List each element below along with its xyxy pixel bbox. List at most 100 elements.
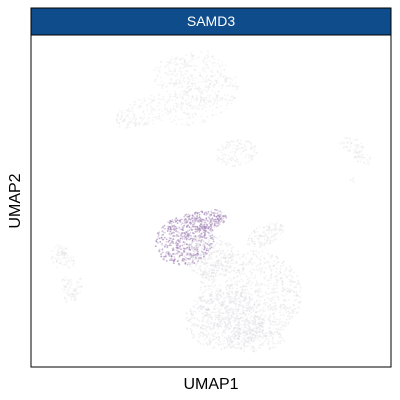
umap-point-cluster-0 <box>127 122 130 124</box>
umap-point-cluster-5 <box>289 280 292 283</box>
umap-point-cluster-2 <box>342 146 345 149</box>
umap-point-cluster-1 <box>250 158 253 161</box>
umap-point-cluster-5 <box>191 314 194 317</box>
umap-point-cluster-5 <box>273 239 276 241</box>
umap-point-cluster-5 <box>274 223 277 226</box>
umap-point-cluster-0 <box>189 117 191 120</box>
umap-point-cluster-0 <box>198 104 201 107</box>
umap-point-cluster-0 <box>205 80 208 83</box>
umap-point-cluster-5 <box>258 322 260 325</box>
umap-point-cluster-0 <box>235 88 238 91</box>
umap-point-cluster-5 <box>224 328 227 330</box>
umap-point-cluster-5 <box>215 308 217 310</box>
umap-point-cluster-5 <box>240 301 242 304</box>
umap-point-cluster-0 <box>203 99 206 102</box>
umap-point-cluster-3 <box>51 256 53 258</box>
umap-point-cluster-5 <box>204 258 207 261</box>
umap-point-cluster-5 <box>204 308 207 311</box>
umap-point-cluster-5 <box>249 261 252 263</box>
umap-point-cluster-5 <box>259 320 261 323</box>
umap-point-cluster-2 <box>369 158 371 161</box>
umap-point-cluster-0 <box>139 122 142 125</box>
umap-point-cluster-5 <box>259 315 262 318</box>
umap-point-cluster-0 <box>200 92 203 95</box>
umap-point-cluster-5 <box>222 318 225 321</box>
umap-point-cluster-5 <box>262 329 264 331</box>
umap-point-cluster-5 <box>292 280 295 283</box>
umap-point-cluster-5 <box>230 291 233 294</box>
umap-point-cluster-5 <box>191 259 194 261</box>
umap-point-cluster-0 <box>127 121 130 124</box>
umap-point-cluster-5 <box>189 321 192 323</box>
umap-point-cluster-4 <box>173 235 175 238</box>
umap-point-cluster-5 <box>277 333 280 336</box>
umap-point-cluster-1 <box>244 139 247 142</box>
umap-point-cluster-5 <box>276 331 279 334</box>
umap-point-cluster-5 <box>231 284 233 286</box>
umap-point-cluster-0 <box>202 59 205 62</box>
umap-point-cluster-0 <box>125 109 128 112</box>
umap-point-cluster-4 <box>194 220 197 223</box>
umap-point-cluster-5 <box>249 284 252 287</box>
umap-point-cluster-0 <box>190 75 193 78</box>
umap-point-cluster-0 <box>187 113 190 115</box>
umap-point-cluster-5 <box>269 319 271 321</box>
umap-point-cluster-5 <box>223 336 226 339</box>
umap-point-cluster-0 <box>219 99 222 102</box>
umap-point-cluster-5 <box>218 318 220 321</box>
umap-point-cluster-4 <box>202 231 205 234</box>
umap-point-cluster-0 <box>142 110 145 113</box>
umap-point-cluster-0 <box>122 119 125 122</box>
umap-point-cluster-4 <box>180 248 182 251</box>
umap-point-cluster-5 <box>272 312 274 315</box>
umap-point-cluster-5 <box>190 330 193 333</box>
umap-point-cluster-5 <box>238 331 241 333</box>
umap-point-cluster-0 <box>214 99 216 102</box>
umap-point-cluster-5 <box>228 296 230 299</box>
umap-point-cluster-5 <box>216 298 219 301</box>
umap-point-cluster-5 <box>280 224 283 227</box>
umap-point-cluster-5 <box>236 347 239 349</box>
umap-point-cluster-5 <box>254 316 257 318</box>
umap-point-cluster-0 <box>187 85 190 88</box>
umap-point-cluster-5 <box>275 227 278 230</box>
umap-point-cluster-5 <box>194 255 196 258</box>
umap-point-cluster-5 <box>202 313 205 315</box>
umap-point-cluster-0 <box>194 88 197 90</box>
umap-point-cluster-5 <box>217 339 220 342</box>
umap-point-cluster-3 <box>69 287 71 290</box>
umap-point-cluster-0 <box>204 103 207 105</box>
umap-point-cluster-5 <box>288 315 291 318</box>
umap-point-cluster-2 <box>349 178 352 181</box>
umap-point-cluster-5 <box>230 270 233 272</box>
umap-point-cluster-5 <box>206 308 209 311</box>
umap-point-cluster-5 <box>238 305 240 308</box>
umap-point-cluster-2 <box>352 178 354 181</box>
umap-point-cluster-5 <box>267 242 270 245</box>
umap-point-cluster-4 <box>189 214 191 216</box>
umap-point-cluster-5 <box>218 298 221 301</box>
umap-point-cluster-5 <box>260 321 263 324</box>
umap-point-cluster-5 <box>250 307 252 310</box>
umap-point-cluster-5 <box>207 275 210 277</box>
umap-point-cluster-2 <box>359 155 362 158</box>
umap-point-cluster-5 <box>254 274 256 277</box>
umap-point-cluster-5 <box>244 335 247 338</box>
umap-point-cluster-4 <box>202 224 205 227</box>
umap-point-cluster-5 <box>296 311 299 313</box>
umap-point-cluster-5 <box>219 294 222 296</box>
umap-point-cluster-5 <box>258 323 261 325</box>
umap-point-cluster-2 <box>356 138 359 141</box>
umap-point-cluster-5 <box>270 269 273 272</box>
umap-point-cluster-5 <box>199 254 202 257</box>
umap-point-cluster-5 <box>275 308 277 311</box>
umap-point-cluster-0 <box>138 104 141 107</box>
umap-point-cluster-4 <box>213 212 215 214</box>
umap-point-cluster-5 <box>268 241 271 244</box>
umap-point-cluster-3 <box>56 259 58 261</box>
umap-point-cluster-5 <box>250 274 253 276</box>
umap-point-cluster-5 <box>207 272 210 275</box>
umap-point-cluster-0 <box>211 55 214 58</box>
umap-point-cluster-1 <box>221 146 224 149</box>
umap-point-cluster-5 <box>249 250 252 252</box>
